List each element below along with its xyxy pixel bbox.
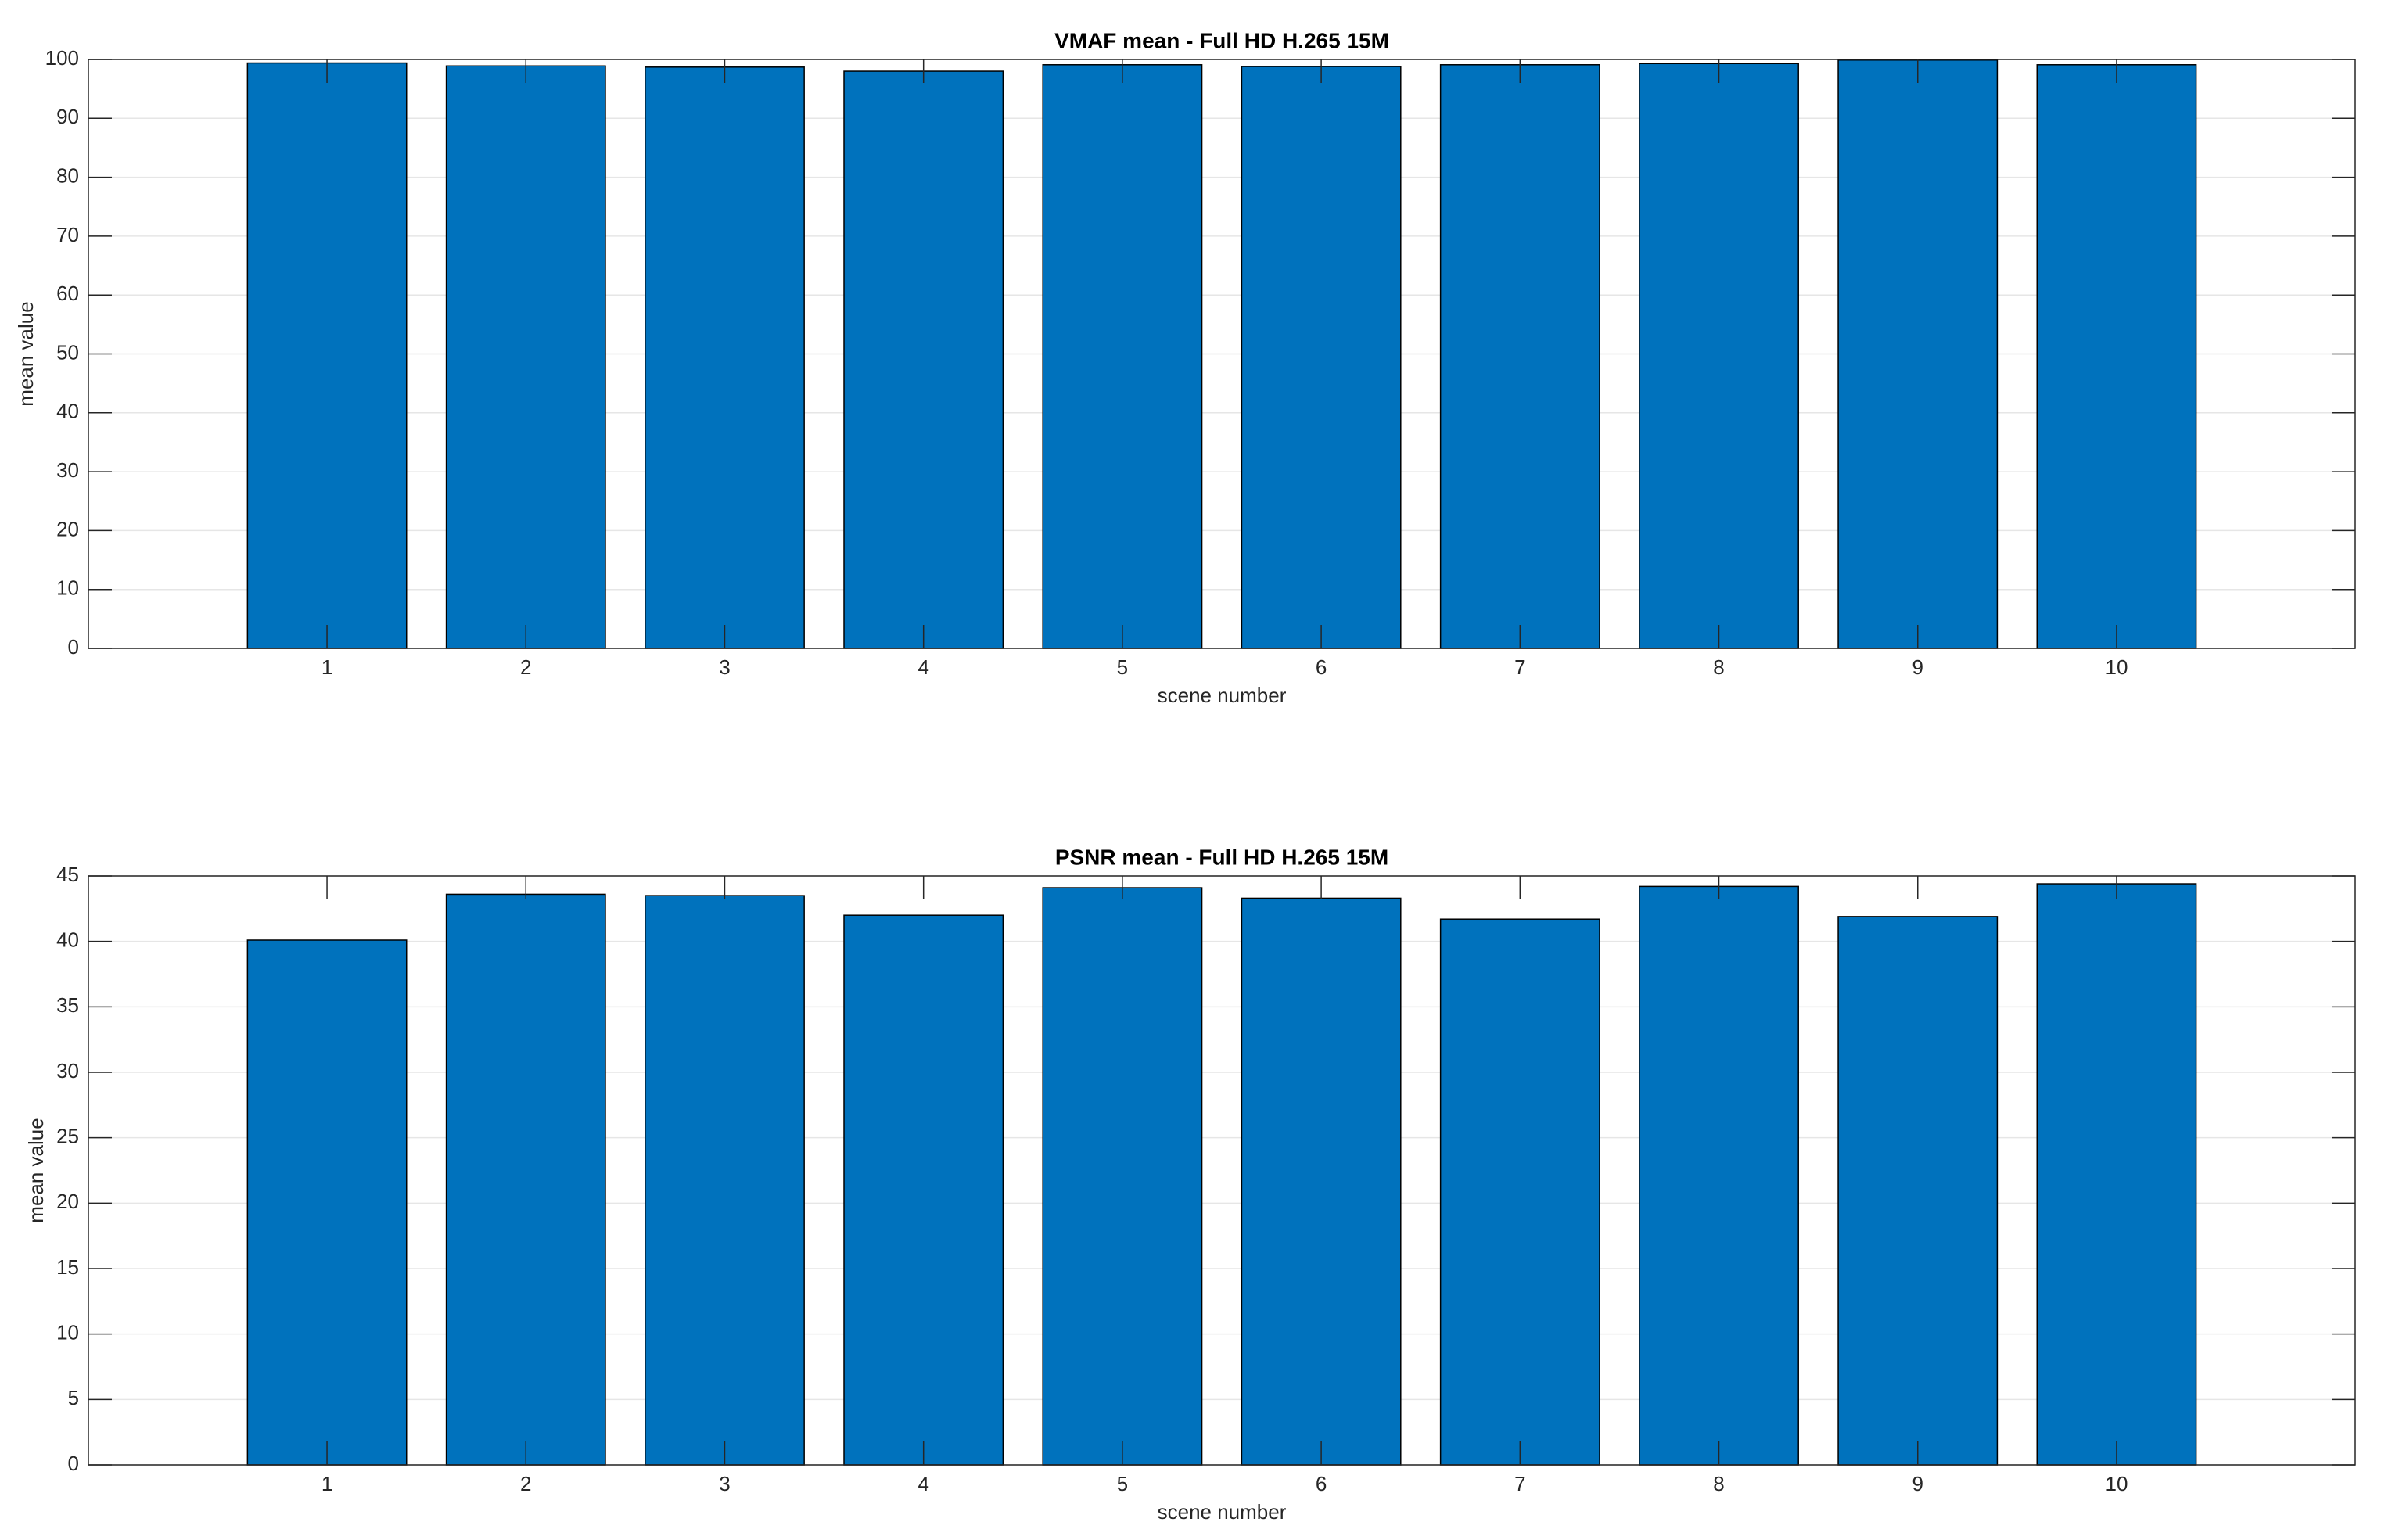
- bar: [1241, 897, 1402, 1466]
- bar: [246, 62, 408, 649]
- x-tick-label: 2: [520, 655, 531, 679]
- x-tick-label: 7: [1514, 655, 1525, 679]
- x-tick-label: 3: [719, 655, 730, 679]
- bar: [246, 939, 408, 1466]
- bar: [1837, 59, 1999, 649]
- y-tick-label: 90: [56, 105, 79, 128]
- bar: [1042, 887, 1203, 1466]
- plot-area: [88, 876, 2355, 1465]
- chart-title: VMAF mean - Full HD H.265 15M: [1054, 28, 1389, 52]
- y-tick-label: 80: [56, 163, 79, 187]
- bar: [2036, 64, 2197, 649]
- y-tick-label: 60: [56, 282, 79, 305]
- x-tick-label: 10: [2105, 655, 2128, 679]
- y-tick-label: 5: [68, 1386, 79, 1409]
- x-axis-label: scene number: [1158, 684, 1287, 707]
- bar: [1439, 64, 1600, 649]
- x-tick-label: 9: [1912, 655, 1923, 679]
- bar: [2036, 883, 2197, 1466]
- y-tick-label: 30: [56, 458, 79, 482]
- y-tick-label: 25: [56, 1125, 79, 1148]
- x-tick-label: 1: [321, 1472, 332, 1495]
- x-tick-label: 10: [2105, 1472, 2128, 1495]
- bar: [1241, 66, 1402, 649]
- bar: [645, 66, 805, 649]
- bar: [843, 70, 1004, 649]
- x-tick-label: 8: [1713, 1472, 1724, 1495]
- y-tick-label: 0: [68, 1452, 79, 1475]
- x-tick-label: 5: [1117, 1472, 1128, 1495]
- x-tick-label: 6: [1316, 1472, 1327, 1495]
- y-axis-label: mean value: [14, 301, 38, 406]
- y-tick-label: 20: [56, 1190, 79, 1213]
- axes-box: [88, 59, 2356, 649]
- x-tick-label: 4: [918, 655, 928, 679]
- x-tick-label: 8: [1713, 655, 1724, 679]
- x-tick-label: 1: [321, 655, 332, 679]
- x-tick-label: 5: [1117, 655, 1128, 679]
- axes-box: [88, 875, 2356, 1466]
- chart-title: PSNR mean - Full HD H.265 15M: [1055, 845, 1388, 869]
- bar: [445, 893, 606, 1466]
- y-tick-label: 100: [45, 46, 79, 70]
- y-tick-label: 0: [68, 635, 79, 659]
- x-tick-label: 2: [520, 1472, 531, 1495]
- y-tick-label: 10: [56, 576, 79, 600]
- bar: [843, 914, 1004, 1466]
- x-tick-label: 4: [918, 1472, 928, 1495]
- y-tick-label: 40: [56, 928, 79, 952]
- x-tick-label: 9: [1912, 1472, 1923, 1495]
- bar: [1639, 63, 1799, 649]
- y-axis-label: mean value: [24, 1118, 48, 1222]
- x-tick-label: 6: [1316, 655, 1327, 679]
- y-tick-label: 10: [56, 1321, 79, 1344]
- y-tick-label: 70: [56, 223, 79, 246]
- y-tick-label: 35: [56, 993, 79, 1017]
- x-axis-label: scene number: [1158, 1500, 1287, 1524]
- bar: [1639, 885, 1799, 1466]
- bar: [445, 65, 606, 649]
- y-tick-label: 20: [56, 517, 79, 540]
- x-tick-label: 3: [719, 1472, 730, 1495]
- bar: [1042, 64, 1203, 649]
- bar: [1837, 916, 1999, 1466]
- y-tick-label: 15: [56, 1255, 79, 1279]
- bar: [645, 895, 805, 1466]
- x-tick-label: 7: [1514, 1472, 1525, 1495]
- y-tick-label: 40: [56, 400, 79, 423]
- y-tick-label: 45: [56, 863, 79, 886]
- bar: [1439, 918, 1600, 1466]
- y-tick-label: 50: [56, 340, 79, 364]
- y-tick-label: 30: [56, 1059, 79, 1082]
